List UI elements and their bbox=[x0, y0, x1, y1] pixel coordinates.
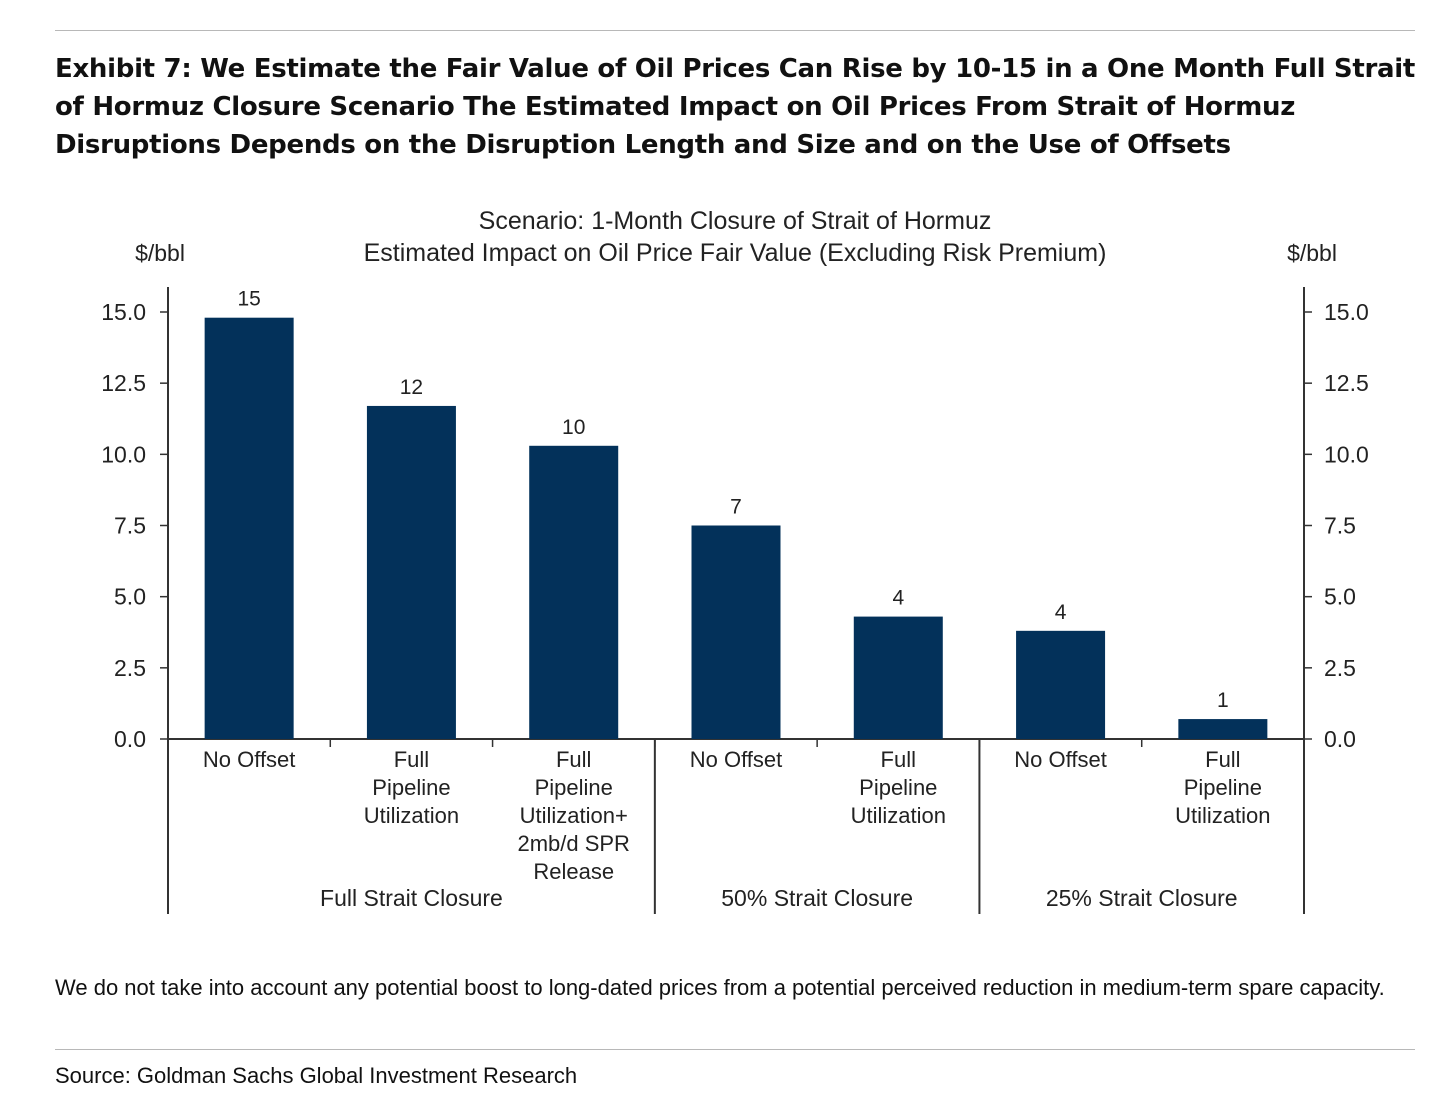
group-label: 25% Strait Closure bbox=[1046, 885, 1238, 911]
plot-area: 0.0 0.0 2.5 2.5 5.0 5.0 7.5 7.5 10.0 10.0 12.5 12.5… bbox=[101, 287, 1369, 914]
category-label: No Offset bbox=[1014, 747, 1107, 772]
category-label: Pipeline bbox=[859, 775, 937, 800]
right-axis-unit: $/bbl bbox=[1287, 240, 1337, 266]
category-label: Full bbox=[394, 747, 429, 772]
data-label: 4 bbox=[1055, 601, 1067, 624]
category-label: Full bbox=[1205, 747, 1240, 772]
category-label: Release bbox=[533, 859, 614, 884]
footnote: We do not take into account any potentia… bbox=[55, 975, 1385, 1000]
source-line: Source: Goldman Sachs Global Investment … bbox=[55, 1063, 578, 1088]
category-label: Full bbox=[556, 747, 591, 772]
data-label: 12 bbox=[400, 376, 423, 399]
y-tick-label-right: 10.0 bbox=[1324, 441, 1369, 467]
y-tick-label-right: 2.5 bbox=[1324, 655, 1356, 681]
category-label: Utilization bbox=[851, 803, 946, 828]
bar bbox=[1178, 719, 1268, 739]
y-tick-label-left: 5.0 bbox=[114, 584, 146, 610]
chart-subtitle: Estimated Impact on Oil Price Fair Value… bbox=[364, 239, 1107, 267]
y-tick-label-right: 15.0 bbox=[1324, 299, 1369, 325]
bar bbox=[204, 317, 294, 739]
data-label: 7 bbox=[730, 496, 742, 519]
data-label: 15 bbox=[237, 288, 260, 311]
y-tick-label-left: 15.0 bbox=[101, 299, 146, 325]
bar bbox=[1016, 630, 1106, 739]
category-label: Utilization+ bbox=[520, 803, 628, 828]
data-label: 10 bbox=[562, 416, 585, 439]
category-label: Utilization bbox=[1175, 803, 1270, 828]
top-divider bbox=[55, 30, 1415, 31]
y-tick-label-left: 0.0 bbox=[114, 726, 146, 752]
category-label: Pipeline bbox=[535, 775, 613, 800]
y-tick-label-left: 2.5 bbox=[114, 655, 146, 681]
category-label: Utilization bbox=[364, 803, 459, 828]
category-label: No Offset bbox=[203, 747, 296, 772]
y-tick-label-right: 12.5 bbox=[1324, 370, 1369, 396]
y-tick-label-left: 7.5 bbox=[114, 513, 146, 539]
category-label: Full bbox=[881, 747, 916, 772]
left-axis-unit: $/bbl bbox=[135, 240, 185, 266]
group-label: Full Strait Closure bbox=[320, 885, 503, 911]
bar-chart: Scenario: 1-Month Closure of Strait of H… bbox=[101, 207, 1369, 914]
y-tick-label-right: 5.0 bbox=[1324, 584, 1356, 610]
bottom-divider bbox=[55, 1049, 1415, 1050]
bar bbox=[691, 525, 781, 739]
bar bbox=[853, 616, 943, 739]
bar bbox=[529, 445, 619, 739]
y-tick-label-right: 7.5 bbox=[1324, 513, 1356, 539]
category-label: Pipeline bbox=[1184, 775, 1262, 800]
category-label: 2mb/d SPR bbox=[517, 831, 630, 856]
category-label: No Offset bbox=[690, 747, 783, 772]
y-tick-label-left: 10.0 bbox=[101, 441, 146, 467]
chart-title: Scenario: 1-Month Closure of Strait of H… bbox=[479, 207, 992, 235]
exhibit-title: Exhibit 7: We Estimate the Fair Value of… bbox=[55, 54, 1415, 160]
y-tick-label-right: 0.0 bbox=[1324, 726, 1356, 752]
data-label: 1 bbox=[1217, 689, 1229, 712]
data-label: 4 bbox=[892, 587, 904, 610]
category-label: Pipeline bbox=[372, 775, 450, 800]
bar bbox=[366, 405, 456, 739]
group-label: 50% Strait Closure bbox=[721, 885, 913, 911]
y-tick-label-left: 12.5 bbox=[101, 370, 146, 396]
